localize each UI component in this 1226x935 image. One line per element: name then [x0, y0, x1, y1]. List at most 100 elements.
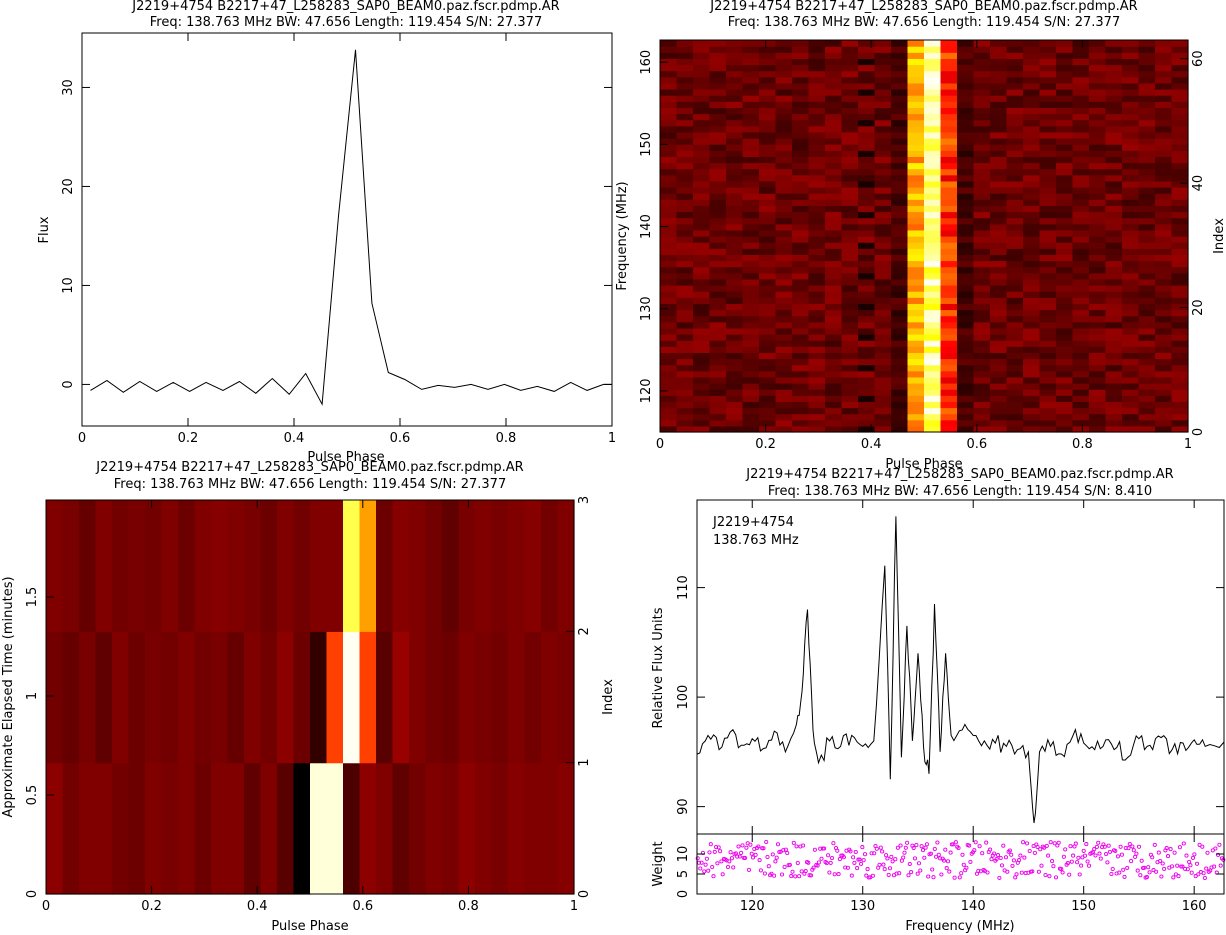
freqphase-cell [907, 309, 925, 317]
freqphase-cell [660, 321, 678, 329]
freqphase-cell [841, 211, 859, 219]
weights-point [949, 842, 954, 847]
freqphase-cell [1056, 327, 1074, 335]
weights-point [1189, 870, 1194, 875]
freqphase-cell [1056, 334, 1074, 341]
weights-point [1063, 847, 1068, 852]
weights-point [1142, 865, 1147, 870]
freqphase-cell [924, 174, 942, 182]
freqphase-cell [693, 395, 711, 402]
freqphase-cell [1105, 419, 1123, 427]
freqphase-cell [1039, 248, 1057, 255]
freqphase-cell [759, 395, 777, 402]
freqphase-cell [1039, 229, 1057, 237]
weights-point [743, 855, 748, 861]
freqphase-cell [924, 358, 942, 366]
profile-x-tick-label: 0 [78, 431, 86, 446]
freqphase-cell [990, 395, 1008, 402]
freqphase-cell [874, 52, 892, 59]
freqphase-cell [709, 95, 727, 102]
freqphase-cell [693, 389, 711, 396]
freqphase-cell [973, 260, 991, 268]
freqphase-cell [742, 187, 760, 194]
freqphase-cell [1138, 389, 1156, 396]
freqphase-cell [973, 150, 991, 157]
freqphase-cell [693, 242, 711, 249]
freqphase-cell [1122, 211, 1140, 219]
freqphase-cell [891, 138, 909, 145]
freqphase-cell [825, 272, 843, 280]
timephase-cell [524, 762, 542, 895]
freqphase-cell [1023, 82, 1041, 90]
freqphase-cell [726, 334, 744, 341]
freqphase-cell [693, 180, 711, 188]
freqphase-cell [792, 113, 810, 121]
freqphase-heatmap [660, 40, 1189, 433]
freqphase-cell [874, 125, 892, 133]
freqphase-cell [676, 383, 694, 390]
freqphase-cell [973, 199, 991, 206]
freqphase-cell [1072, 303, 1090, 311]
freqphase-cell [660, 401, 678, 409]
weights-point [1073, 841, 1078, 846]
freqphase-cell [973, 174, 991, 182]
freqphase-cell [973, 205, 991, 213]
freqphase-cell [676, 95, 694, 102]
freqphase-cell [1122, 272, 1140, 280]
freqphase-cell [825, 40, 843, 47]
freqphase-cell [775, 413, 793, 421]
freqphase-cell [1006, 383, 1024, 390]
freqphase-cell [841, 401, 859, 409]
weights-point [901, 855, 906, 860]
freqphase-cell [1072, 297, 1090, 304]
freqphase-cell [1089, 217, 1107, 225]
weights-point [1221, 857, 1226, 862]
freqphase-cell [1138, 383, 1156, 390]
freqphase-cell [1138, 138, 1156, 145]
freqphase-cell [1171, 89, 1189, 96]
freqphase-cell [858, 101, 876, 108]
freqphase-cell [1039, 413, 1057, 421]
freqphase-cell [1105, 242, 1123, 249]
freqphase-cell [808, 248, 826, 255]
freqphase-cell [693, 266, 711, 274]
weights-point [964, 865, 969, 870]
weights-point [855, 866, 860, 871]
freqphase-cell [1072, 162, 1090, 170]
weights-point [878, 845, 883, 850]
freqphase-cell [1105, 223, 1123, 231]
freqphase-cell [907, 278, 925, 286]
freqphase-cell [841, 138, 859, 145]
freqphase-cell [858, 321, 876, 329]
freqphase-cell [1072, 389, 1090, 396]
freqphase-cell [1056, 52, 1074, 59]
freqphase-cell [1023, 254, 1041, 262]
freqphase-cell [676, 144, 694, 151]
freqphase-cell [825, 407, 843, 415]
freqphase-cell [1072, 352, 1090, 360]
freqphase-cell [742, 407, 760, 415]
freqphase-cell [660, 205, 678, 213]
timephase-cell [508, 762, 526, 895]
freqphase-cell [957, 58, 975, 66]
freqphase-cell [1006, 389, 1024, 396]
freqphase-cell [709, 309, 727, 317]
freqphase-cell [1023, 425, 1041, 433]
timephase-cell [211, 500, 229, 632]
freqphase-cell [1089, 425, 1107, 433]
freqphase-cell [660, 223, 678, 231]
freqphase-cell [825, 101, 843, 108]
freqphase-cell [709, 272, 727, 280]
freqphase-cell [1056, 131, 1074, 139]
freqphase-cell [676, 156, 694, 164]
freqphase-cell [808, 150, 826, 157]
freqphase-cell [759, 236, 777, 243]
freqphase-cell [990, 315, 1008, 323]
freqphase-cell [693, 138, 711, 145]
freqphase-cell [874, 285, 892, 292]
freqphase-cell [1056, 168, 1074, 176]
freqphase-cell [1072, 383, 1090, 390]
freqphase-cell [874, 113, 892, 121]
freqphase-cell [940, 364, 958, 372]
